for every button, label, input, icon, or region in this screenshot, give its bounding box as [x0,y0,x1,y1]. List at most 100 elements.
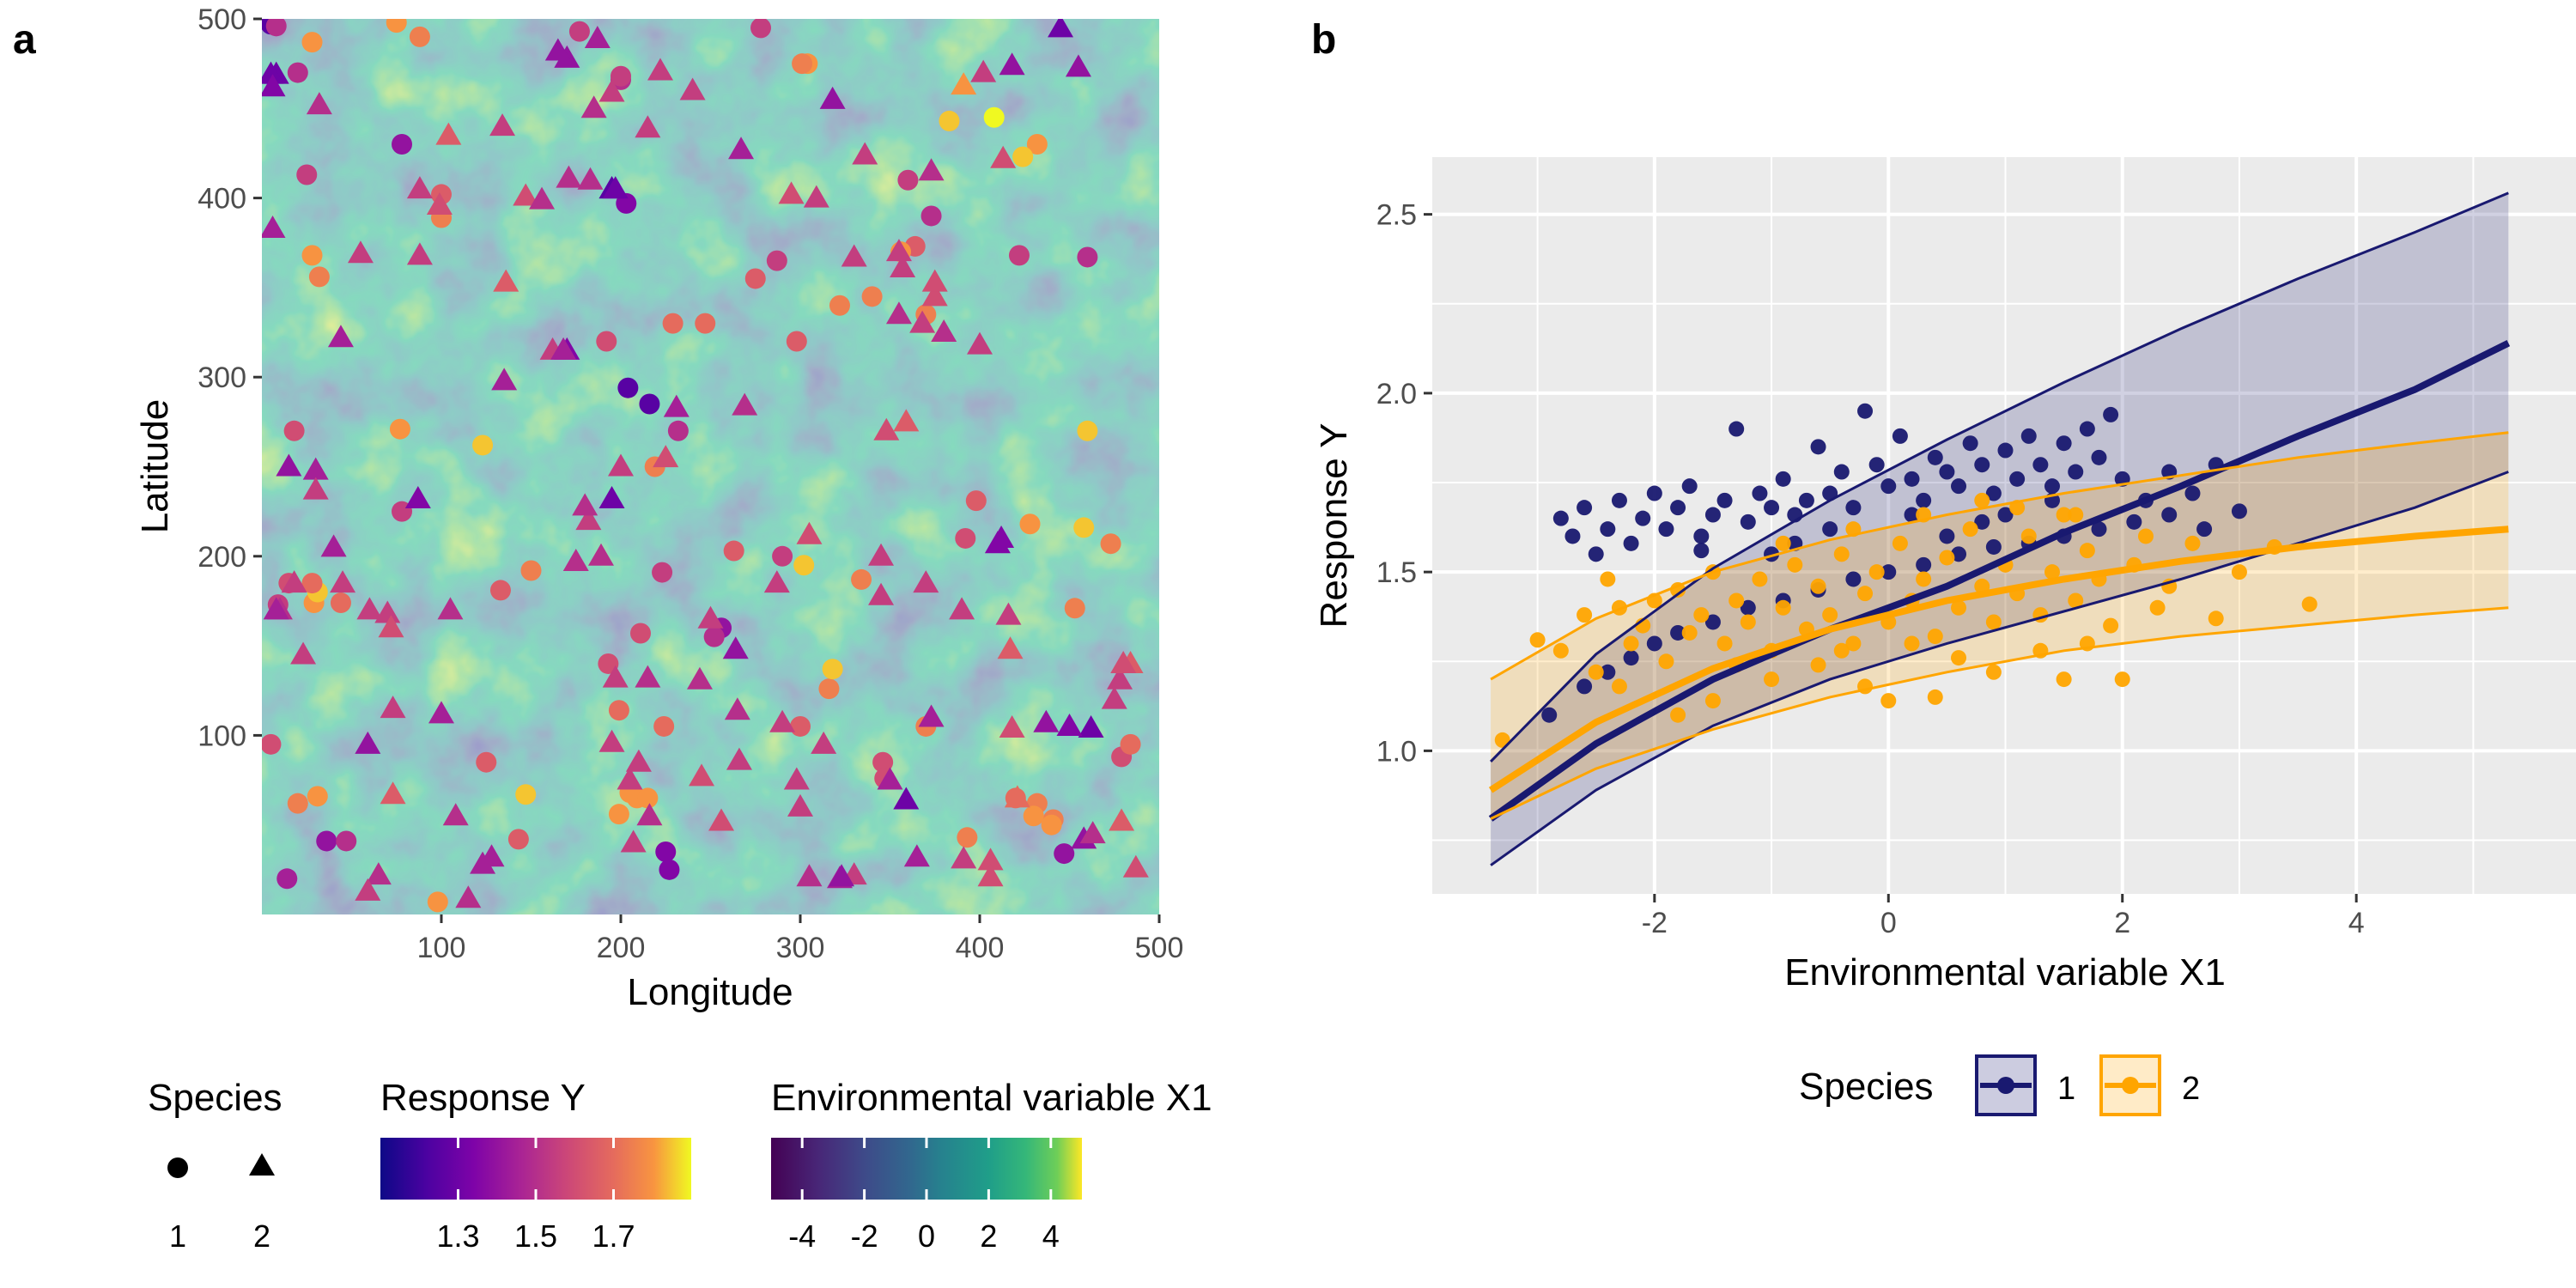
species-1-point [790,715,811,737]
observation-point-species-2 [1951,650,1967,666]
observation-point-species-2 [1764,671,1780,688]
observation-point-species-1 [2009,471,2026,487]
x-tick-label: 500 [1135,932,1184,964]
species-1-point [772,545,793,567]
colorbar-tick-label: 2 [980,1218,997,1254]
colorbar-tick-label: 4 [1042,1218,1060,1254]
species-2-point [602,176,629,199]
species-1-point [639,393,660,415]
observation-point-species-2 [2056,671,2072,688]
species-2-point [1079,821,1106,844]
legend-label-species-2: 2 [2182,1071,2200,1107]
species-2-point [852,142,878,165]
y-tick-label: 2.5 [1376,199,1417,232]
observation-point-species-1 [1704,614,1721,630]
observation-point-species-1 [1670,500,1686,516]
species-1-point [744,268,766,289]
species-1-point [786,331,807,352]
species-2-point [893,787,920,810]
species-2-point [608,453,634,477]
lower-bound-species-1 [1490,471,2509,866]
observation-point-species-2 [1670,581,1686,598]
species-legend-title: Species [148,1077,283,1119]
species-1-point [262,733,282,755]
environment-legend-title: Environmental variable X1 [771,1077,1212,1119]
x-tick-label: 100 [417,932,466,964]
panel-b-axes: -2 0 2 4 1.0 1.5 2.0 2.5 [1376,199,2365,939]
observation-point-species-1 [1845,571,1862,587]
species-1-point [965,490,987,512]
legend-key-species-2[interactable]: 2 [2099,1054,2200,1116]
species-2-point [783,767,810,790]
species-2-point [598,729,625,752]
species-1-point [427,891,448,913]
environment-raster [262,19,1159,914]
observation-point-species-1 [1951,478,1967,495]
observation-point-species-2 [1775,535,1791,551]
observation-point-species-2 [2044,564,2060,580]
colorbar-tick-label: 1.3 [436,1218,479,1254]
observation-point-species-1 [1646,635,1662,652]
environment-colorbar-legend: Environmental variable X1 -4 -2 0 2 4 [771,1077,1212,1254]
observation-point-species-1 [1916,492,1932,508]
species-2-point [478,844,505,867]
species-2-point [999,52,1025,76]
response-colorbar-ticks: 1.3 1.5 1.7 [436,1138,635,1254]
species-2-point [330,570,356,593]
species-2-point [262,61,284,84]
response-points [262,19,1149,913]
species-1-point [1073,517,1095,538]
species-2-point [262,74,286,97]
observation-point-species-1 [1623,535,1639,551]
observation-point-species-1 [1541,707,1558,723]
observation-point-species-1 [1904,471,1920,487]
species-2-point [995,602,1022,625]
observation-point-species-2 [1962,521,1978,538]
species-2-point [493,269,519,292]
observation-point-species-2 [1600,571,1616,587]
species-2-point [262,216,286,239]
species-2-point [327,325,354,348]
species-1-point [392,134,413,155]
observation-point-species-2 [1623,635,1639,652]
legend-key-species-1[interactable]: 1 [1975,1054,2075,1116]
colorbar-tick-label: 1.5 [514,1218,557,1254]
observation-point-species-2 [1810,578,1826,594]
species-2-point [636,803,663,826]
y-tick-label: 400 [197,183,246,216]
observation-point-species-2 [2068,592,2084,609]
panel-a-axes: 100 200 300 400 500 100 200 300 400 500 [197,3,1183,964]
x-tick-label: 200 [597,932,646,964]
species-1-point [662,313,683,334]
species-2-point [708,808,735,831]
species-1-point [308,266,330,288]
upper-bound-species-1 [1490,191,2509,762]
species-1-point [476,751,497,773]
legend-dot-species-1 [1997,1077,2014,1094]
y-tick-label: 200 [197,541,246,574]
species-1-point [637,787,659,809]
observation-point-species-1 [2032,457,2049,473]
species-2-point [732,392,758,416]
panel-a-xlabel: Longitude [627,971,793,1013]
observation-point-species-1 [2161,507,2178,523]
observation-point-species-1 [1939,464,1955,480]
colorbar-tick-label: 1.7 [592,1218,635,1254]
species-2-point [722,636,749,659]
species-2-point [575,507,602,531]
observation-point-species-1 [1904,507,1920,523]
species-1-point [265,19,287,37]
observation-point-species-1 [1927,449,1943,465]
observation-point-species-1 [1623,650,1639,666]
observation-point-species-1 [1764,500,1780,516]
species-1-point [330,592,351,614]
y-tick-label: 1.5 [1376,556,1417,589]
species-1-point [301,32,323,53]
observation-point-species-1 [1974,457,1990,473]
species-2-point [584,25,611,48]
species-2-point [647,58,673,81]
species-2-point [663,394,690,417]
species-1-point [872,751,894,773]
species-2-point [868,582,895,605]
